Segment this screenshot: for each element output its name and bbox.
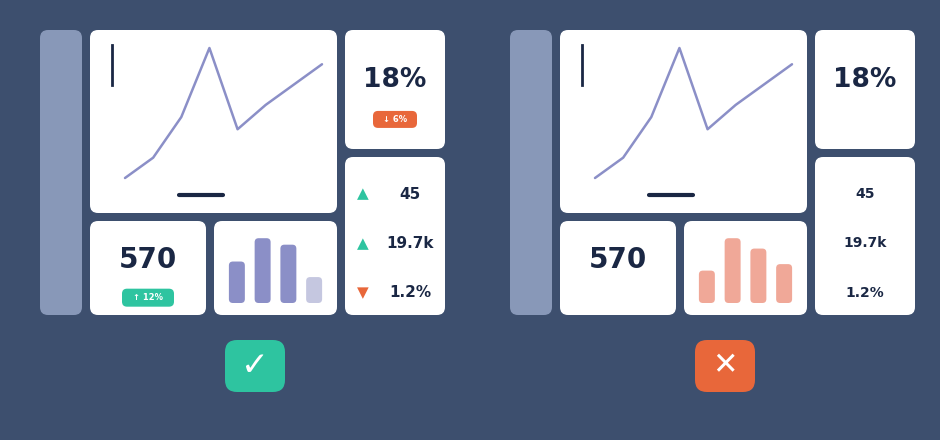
Text: 45: 45 [400,187,420,202]
FancyBboxPatch shape [373,111,417,128]
Text: 1.2%: 1.2% [846,286,885,300]
FancyBboxPatch shape [306,277,322,303]
Text: 18%: 18% [834,67,897,93]
FancyBboxPatch shape [280,245,296,303]
FancyBboxPatch shape [255,238,271,303]
FancyBboxPatch shape [684,221,807,315]
FancyBboxPatch shape [345,157,445,315]
FancyBboxPatch shape [345,30,445,149]
FancyBboxPatch shape [560,30,807,213]
Text: ▲: ▲ [357,236,368,251]
FancyBboxPatch shape [699,271,714,303]
FancyBboxPatch shape [214,221,337,315]
FancyBboxPatch shape [229,261,244,303]
Text: ✓: ✓ [241,349,269,382]
FancyBboxPatch shape [122,289,174,307]
FancyBboxPatch shape [40,30,82,315]
Text: 1.2%: 1.2% [389,285,431,300]
Text: ↑ 12%: ↑ 12% [133,293,163,302]
Text: ▲: ▲ [357,187,368,202]
Text: 18%: 18% [364,67,427,93]
Text: 570: 570 [588,246,647,275]
Text: ✕: ✕ [713,352,738,381]
FancyBboxPatch shape [815,157,915,315]
FancyBboxPatch shape [725,238,741,303]
FancyBboxPatch shape [510,30,552,315]
FancyBboxPatch shape [225,340,285,392]
FancyBboxPatch shape [776,264,792,303]
FancyBboxPatch shape [750,249,766,303]
Text: 19.7k: 19.7k [386,236,433,251]
FancyBboxPatch shape [695,340,755,392]
FancyBboxPatch shape [815,30,915,149]
Text: 19.7k: 19.7k [843,236,886,250]
Text: 45: 45 [855,187,875,201]
Text: 570: 570 [118,246,177,275]
FancyBboxPatch shape [90,221,206,315]
Text: ↓ 6%: ↓ 6% [383,115,407,124]
FancyBboxPatch shape [90,30,337,213]
FancyBboxPatch shape [560,221,676,315]
Text: ▼: ▼ [357,285,368,300]
